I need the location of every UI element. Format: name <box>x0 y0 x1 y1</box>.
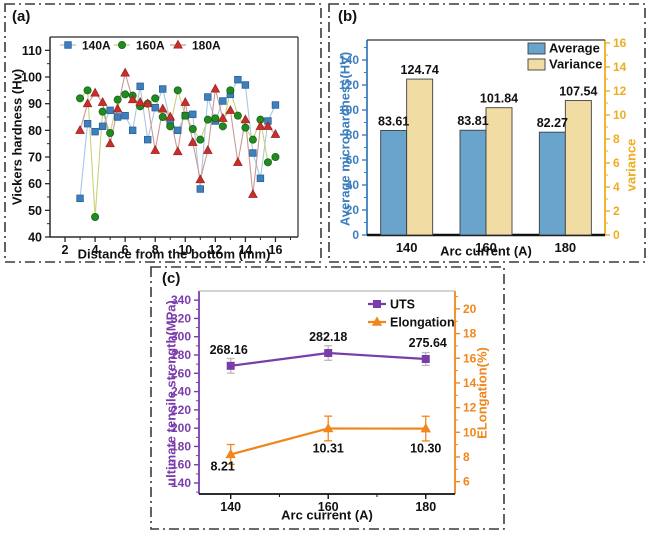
panel-a-y-axis-title: Vickers hardness (Hv) <box>9 68 25 206</box>
svg-text:110: 110 <box>22 44 42 58</box>
svg-text:260: 260 <box>171 366 191 380</box>
panel-a: 40 50 60 70 80 90 100 110 2 4 6 8 10 12 14 16 140A 160A 18… <box>4 3 322 263</box>
svg-text:0: 0 <box>613 228 620 242</box>
svg-text:300: 300 <box>171 330 191 344</box>
svg-text:180: 180 <box>554 240 576 255</box>
svg-text:6: 6 <box>122 243 129 257</box>
svg-text:8: 8 <box>463 450 470 464</box>
svg-text:10.30: 10.30 <box>410 442 441 456</box>
svg-text:200: 200 <box>171 421 191 435</box>
svg-text:50: 50 <box>28 204 42 218</box>
svg-text:160: 160 <box>318 500 339 514</box>
svg-text:8.21: 8.21 <box>211 459 235 473</box>
svg-text:16: 16 <box>613 36 627 50</box>
panel-b-x-axis-title: Arc current (A) <box>440 243 532 259</box>
svg-text:83.81: 83.81 <box>457 114 488 128</box>
svg-text:0: 0 <box>352 228 359 242</box>
svg-text:220: 220 <box>171 403 191 417</box>
svg-text:8: 8 <box>152 243 159 257</box>
svg-text:10: 10 <box>613 108 627 122</box>
svg-text:60: 60 <box>346 153 360 167</box>
svg-text:160: 160 <box>475 240 497 255</box>
panel-c-letter: (c) <box>162 270 181 287</box>
panel-c-right-axis-title: ELongation(%) <box>474 347 490 439</box>
microhardness-bar-chart: 0 20 40 60 80 100 120 140 0 2 4 6 8 10 12 14 16 140 83.61 1… <box>328 3 646 263</box>
svg-text:18: 18 <box>463 327 477 341</box>
svg-text:4: 4 <box>92 243 99 257</box>
svg-text:100: 100 <box>339 103 359 117</box>
svg-text:12: 12 <box>208 243 222 257</box>
svg-text:282.18: 282.18 <box>309 330 347 344</box>
svg-text:12: 12 <box>613 84 627 98</box>
svg-text:40: 40 <box>346 178 360 192</box>
tensile-elongation-chart: 140 160 180 200 220 240 260 280 300 320 340 6 8 10 12 1… <box>150 266 505 530</box>
svg-text:16: 16 <box>463 351 477 365</box>
svg-text:70: 70 <box>28 151 42 165</box>
svg-text:40: 40 <box>28 231 42 245</box>
svg-text:14: 14 <box>238 243 252 257</box>
svg-text:280: 280 <box>171 348 191 362</box>
svg-text:124.74: 124.74 <box>401 63 439 77</box>
svg-text:80: 80 <box>346 128 360 142</box>
svg-text:140: 140 <box>220 500 241 514</box>
svg-text:240: 240 <box>171 385 191 399</box>
svg-text:101.84: 101.84 <box>480 92 518 106</box>
svg-text:80: 80 <box>28 124 42 138</box>
svg-text:Average: Average <box>549 41 600 56</box>
svg-text:14: 14 <box>463 376 477 390</box>
svg-text:16: 16 <box>269 243 283 257</box>
svg-text:10: 10 <box>178 243 192 257</box>
panel-b-left-axis-title: Average microhardness(HV) <box>337 51 353 227</box>
panel-c-x-axis-title: Arc current (A) <box>281 507 373 523</box>
svg-text:2: 2 <box>613 204 620 218</box>
svg-text:14: 14 <box>613 60 627 74</box>
svg-text:10: 10 <box>463 425 477 439</box>
svg-text:UTS: UTS <box>390 298 415 312</box>
svg-text:2: 2 <box>62 243 69 257</box>
svg-text:100: 100 <box>21 71 42 85</box>
svg-text:6: 6 <box>463 475 470 489</box>
panel-c: 140 160 180 200 220 240 260 280 300 320 340 6 8 10 12 1… <box>150 266 505 530</box>
svg-text:6: 6 <box>613 156 620 170</box>
svg-text:140: 140 <box>396 240 418 255</box>
hardness-profile-chart: 40 50 60 70 80 90 100 110 2 4 6 8 10 12 14 16 140A 160A 18… <box>4 3 322 263</box>
svg-text:275.64: 275.64 <box>409 336 447 350</box>
svg-text:82.27: 82.27 <box>537 116 568 130</box>
panel-a-x-axis-title: Distance from the bottom (mm) <box>77 246 271 262</box>
svg-text:180: 180 <box>171 439 191 453</box>
svg-text:107.54: 107.54 <box>559 85 597 99</box>
svg-text:83.61: 83.61 <box>378 114 409 128</box>
svg-text:180A: 180A <box>192 39 221 53</box>
svg-text:160: 160 <box>171 458 191 472</box>
svg-text:20: 20 <box>463 302 477 316</box>
svg-text:140: 140 <box>171 476 191 490</box>
panel-b-letter: (b) <box>338 8 358 25</box>
svg-text:320: 320 <box>171 311 191 325</box>
svg-text:12: 12 <box>463 401 477 415</box>
svg-text:268.16: 268.16 <box>210 343 248 357</box>
panel-b-right-axis-title: variance <box>623 138 639 192</box>
svg-text:Elongation: Elongation <box>390 316 455 330</box>
svg-text:8: 8 <box>613 132 620 146</box>
svg-text:340: 340 <box>171 293 191 307</box>
svg-text:140A: 140A <box>82 39 111 53</box>
svg-text:20: 20 <box>346 203 360 217</box>
panel-b: 0 20 40 60 80 100 120 140 0 2 4 6 8 10 12 14 16 140 83.61 1… <box>328 3 646 263</box>
svg-text:180: 180 <box>415 500 436 514</box>
panel-a-letter: (a) <box>12 8 31 25</box>
svg-text:Variance: Variance <box>549 57 603 72</box>
svg-text:140: 140 <box>339 53 359 67</box>
svg-text:60: 60 <box>28 177 42 191</box>
svg-text:10.31: 10.31 <box>313 441 344 455</box>
svg-text:4: 4 <box>613 180 620 194</box>
svg-text:90: 90 <box>28 97 42 111</box>
svg-text:160A: 160A <box>136 39 165 53</box>
svg-text:120: 120 <box>339 78 359 92</box>
panel-c-left-axis-title: ultimate tensile strength(MPa) <box>163 300 179 486</box>
